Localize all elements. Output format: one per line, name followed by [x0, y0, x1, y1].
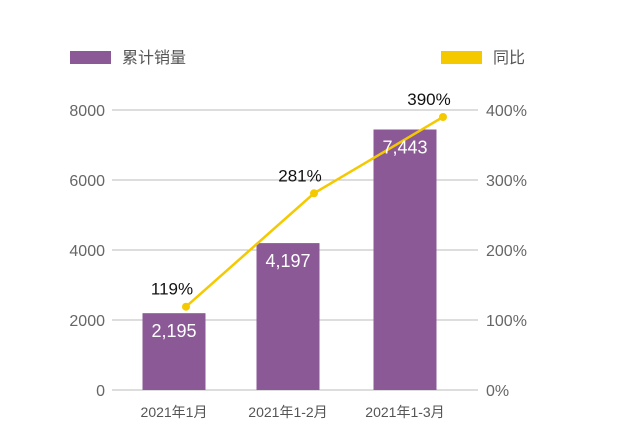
left-tick-label: 0 — [96, 383, 105, 400]
line-point — [439, 113, 447, 121]
right-tick-label: 200% — [486, 243, 527, 260]
bar-value-label: 7,443 — [382, 137, 427, 157]
bar — [256, 243, 320, 390]
legend-label-bar: 累计销量 — [122, 49, 186, 67]
left-tick-label: 8000 — [69, 103, 105, 120]
bar-value-label: 4,197 — [265, 251, 310, 271]
right-tick-label: 400% — [486, 103, 527, 120]
x-tick-label: 2021年1-3月 — [365, 404, 444, 420]
left-tick-label: 2000 — [69, 313, 105, 330]
line-value-label: 390% — [407, 90, 450, 109]
line-value-label: 281% — [278, 166, 321, 185]
legend-swatch-bar — [70, 51, 111, 64]
left-tick-label: 6000 — [69, 173, 105, 190]
line-value-label: 119% — [151, 280, 193, 299]
x-tick-label: 2021年1-2月 — [248, 404, 327, 420]
legend-swatch-line — [441, 51, 482, 64]
line-point — [310, 189, 318, 198]
left-tick-label: 4000 — [69, 243, 105, 260]
right-tick-label: 0% — [486, 383, 509, 400]
right-tick-label: 100% — [486, 313, 527, 330]
bar — [142, 313, 206, 390]
legend-label-line: 同比 — [493, 49, 525, 67]
legend: 累计销量 同比 — [70, 49, 525, 67]
x-tick-label: 2021年1月 — [141, 404, 208, 420]
right-tick-label: 300% — [486, 173, 527, 190]
line-point — [182, 302, 190, 311]
bar-value-label: 2,195 — [151, 321, 196, 341]
bar — [373, 129, 437, 390]
